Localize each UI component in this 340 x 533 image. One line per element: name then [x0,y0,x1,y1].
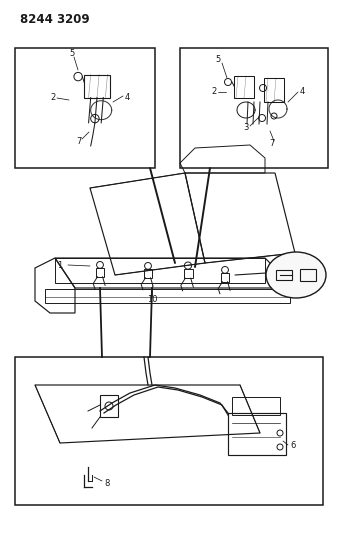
Text: 7: 7 [269,140,275,149]
Text: 10: 10 [147,295,157,304]
Text: 2: 2 [211,87,217,96]
Bar [276,270,292,280]
Bar [15,357,323,505]
Bar [144,269,152,278]
Bar [45,289,290,303]
Text: 8: 8 [104,479,109,488]
Bar [15,48,155,168]
Bar [84,75,109,98]
Text: 3: 3 [243,124,249,133]
Bar [234,76,254,98]
Text: 1: 1 [57,261,63,270]
Bar [100,395,118,417]
Bar [300,269,316,281]
Bar [180,48,328,168]
Bar [228,413,286,455]
Bar [221,273,229,282]
Ellipse shape [266,252,326,298]
Text: 4: 4 [124,93,130,102]
Text: 5: 5 [69,50,74,59]
Text: 6: 6 [290,440,295,449]
Text: 8244 3209: 8244 3209 [20,13,90,26]
Bar [232,397,280,415]
Text: 7: 7 [76,138,82,147]
Text: 2: 2 [50,93,56,102]
Text: 9: 9 [298,288,303,297]
Bar [96,268,104,277]
Bar [184,269,192,278]
Bar [264,78,284,102]
Text: 4: 4 [300,87,305,96]
Text: 5: 5 [215,55,221,64]
